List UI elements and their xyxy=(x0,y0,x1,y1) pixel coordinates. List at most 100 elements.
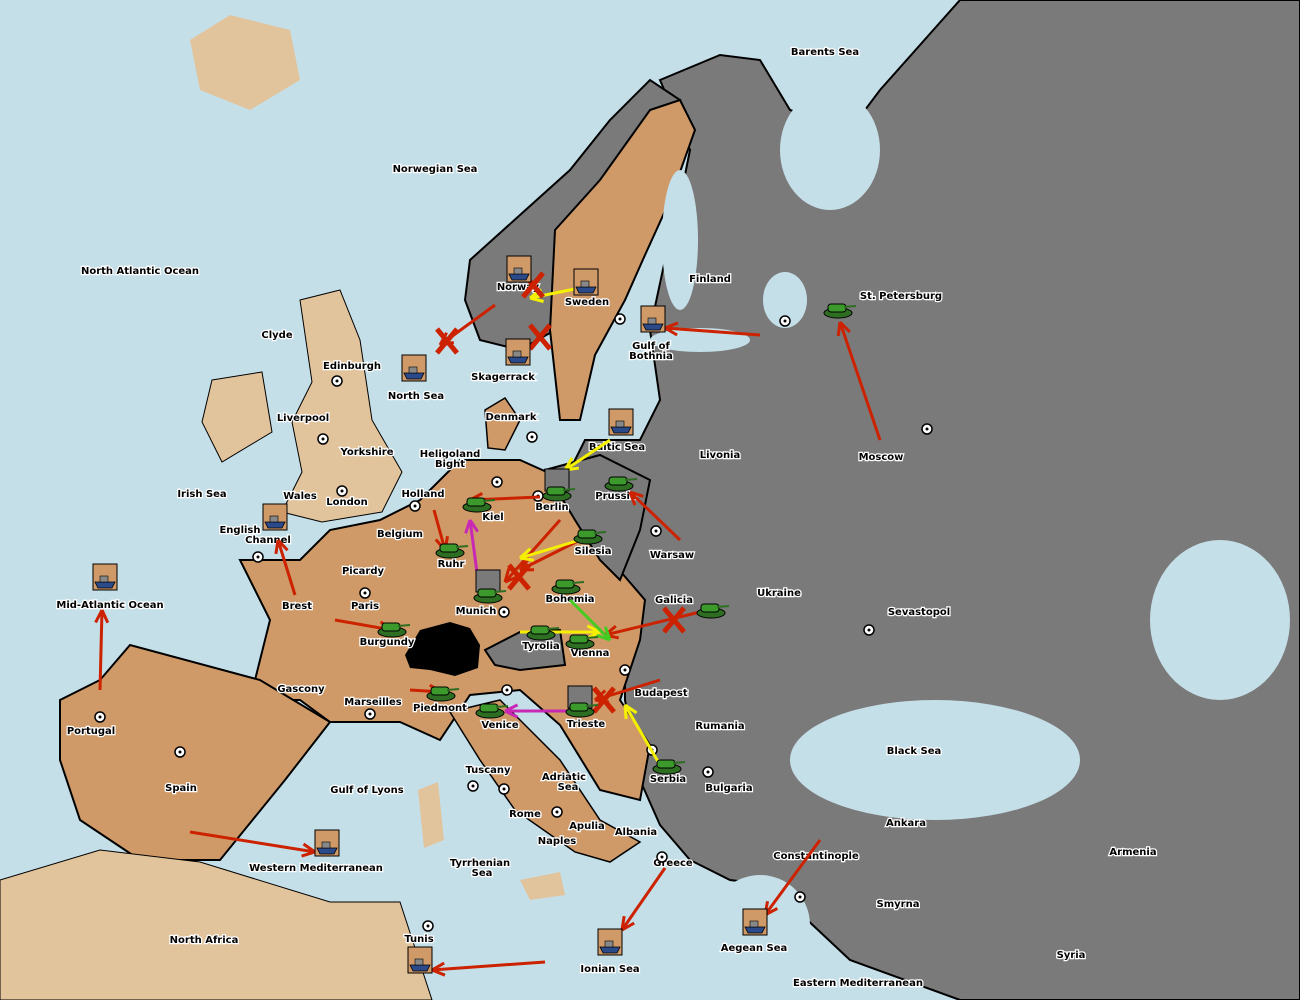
army-unit-icon[interactable] xyxy=(542,486,576,502)
province-label: Piedmont xyxy=(413,703,467,714)
order-arrow xyxy=(628,490,682,542)
province-label: Warsaw xyxy=(650,550,694,561)
province-label: Gascony xyxy=(277,684,325,695)
army-unit-icon[interactable] xyxy=(426,686,460,702)
region-north-africa[interactable] xyxy=(0,849,433,1000)
army-unit-icon[interactable] xyxy=(565,702,599,718)
order-arrow xyxy=(276,539,297,596)
province-label: Aegean Sea xyxy=(721,943,788,954)
army-unit-icon[interactable] xyxy=(551,579,585,595)
province-label: Denmark xyxy=(486,412,537,423)
order-arrow xyxy=(98,609,104,691)
order-arrow xyxy=(604,610,701,637)
army-unit-icon[interactable] xyxy=(604,476,638,492)
province-label: Western Mediterranean xyxy=(249,863,383,874)
region-sardinia xyxy=(418,782,444,848)
province-label: North Sea xyxy=(388,391,444,402)
army-unit-icon[interactable] xyxy=(377,622,411,638)
province-label: Syria xyxy=(1057,950,1086,961)
province-label: Tuscany xyxy=(465,765,511,776)
province-label: Burgundy xyxy=(360,637,415,648)
province-label: Finland xyxy=(689,274,731,285)
region-iceland xyxy=(190,15,300,110)
fleet-unit-icon[interactable] xyxy=(262,503,288,531)
province-label: London xyxy=(326,497,368,508)
fleet-unit-icon[interactable] xyxy=(407,946,433,974)
army-unit-icon[interactable] xyxy=(526,625,560,641)
province-label: Armenia xyxy=(1109,847,1156,858)
province-label: Sea xyxy=(558,782,579,793)
fleet-unit-icon[interactable] xyxy=(506,255,532,283)
province-labels: Barents Sea Norwegian Sea North Atlantic O… xyxy=(55,46,1158,991)
fleet-unit-icon[interactable] xyxy=(640,305,666,333)
province-label: Tyrrhenian xyxy=(450,858,510,869)
province-label: Eastern Mediterranean xyxy=(793,978,923,989)
province-label: Spain xyxy=(165,783,197,794)
fleet-unit-icon[interactable] xyxy=(573,268,599,296)
province-label: Sevastopol xyxy=(888,607,950,618)
province-label: Sea xyxy=(472,868,493,879)
fleet-unit-icon[interactable] xyxy=(401,354,427,382)
army-unit-icon[interactable] xyxy=(475,703,509,719)
fleet-unit-icon[interactable] xyxy=(608,408,634,436)
fleet-unit-icon[interactable] xyxy=(314,829,340,857)
order-arrow xyxy=(564,438,611,472)
province-label: Serbia xyxy=(650,774,686,785)
province-label: Liverpool xyxy=(277,413,329,424)
army-unit-icon[interactable] xyxy=(435,543,469,559)
province-label: Skagerrack xyxy=(471,372,535,383)
province-label: Tyrolia xyxy=(522,641,560,652)
province-label: Marseilles xyxy=(344,697,401,708)
province-label: Ruhr xyxy=(438,559,465,570)
province-label: Edinburgh xyxy=(323,361,381,372)
province-label: Barents Sea xyxy=(791,47,859,58)
order-arrow xyxy=(763,839,822,916)
province-label: Moscow xyxy=(859,452,904,463)
fleet-unit-icon[interactable] xyxy=(505,338,531,366)
water-layer xyxy=(650,90,1290,975)
region-italy[interactable] xyxy=(448,699,642,863)
province-label: Bulgaria xyxy=(705,783,752,794)
army-unit-icon[interactable] xyxy=(473,588,507,604)
fleet-unit-icon[interactable] xyxy=(742,908,768,936)
army-unit-icon[interactable] xyxy=(462,497,496,513)
province-label: Berlin xyxy=(535,502,568,513)
army-unit-icon[interactable] xyxy=(823,303,857,319)
region-sweden[interactable] xyxy=(548,98,697,421)
units-layer[interactable] xyxy=(92,255,857,974)
province-label: Belgium xyxy=(377,529,423,540)
province-label: Tunis xyxy=(404,934,433,945)
order-arrow xyxy=(620,867,667,931)
province-label: English xyxy=(219,525,260,536)
region-britain[interactable] xyxy=(281,289,403,523)
province-label: Albania xyxy=(615,827,657,838)
province-label: Adriatic xyxy=(542,772,586,783)
army-unit-icon[interactable] xyxy=(696,603,730,619)
order-arrow xyxy=(623,704,662,766)
fleet-unit-icon[interactable] xyxy=(92,563,118,591)
province-label: Sweden xyxy=(565,297,609,308)
province-label: Ionian Sea xyxy=(580,964,639,975)
province-label: Munich xyxy=(456,606,497,617)
province-label: Bothnia xyxy=(629,351,673,362)
army-unit-icon[interactable] xyxy=(565,634,599,650)
army-unit-icon[interactable] xyxy=(573,529,607,545)
province-label: Silesia xyxy=(575,546,612,557)
province-label: Vienna xyxy=(571,648,610,659)
order-arrow xyxy=(519,538,581,572)
region-iberia[interactable] xyxy=(59,643,332,861)
fleet-unit-icon[interactable] xyxy=(597,928,623,956)
province-label: Brest xyxy=(282,601,312,612)
province-label: North Atlantic Ocean xyxy=(81,266,199,277)
province-label: Kiel xyxy=(482,512,503,523)
army-unit-icon[interactable] xyxy=(652,759,686,775)
province-label: Naples xyxy=(538,836,576,847)
region-denmark[interactable] xyxy=(484,396,521,451)
province-label: Livonia xyxy=(700,450,740,461)
region-ireland[interactable] xyxy=(201,371,273,463)
province-label: Clyde xyxy=(261,330,292,341)
province-label: Prussia xyxy=(595,491,636,502)
province-label: Portugal xyxy=(67,726,115,737)
